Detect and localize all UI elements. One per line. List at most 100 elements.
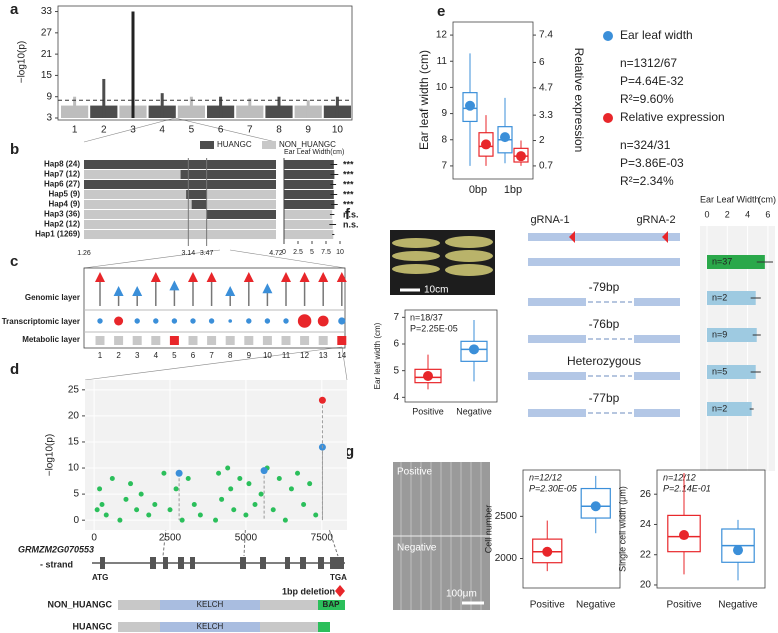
- connector: [84, 346, 343, 381]
- connector: [341, 346, 348, 381]
- bar-label: n=9: [712, 329, 727, 339]
- legend-label: Ear leaf width: [620, 28, 693, 42]
- image-label: Negative: [397, 543, 437, 554]
- allele-label: NON_HUANGC: [47, 599, 112, 609]
- plot-frame: [404, 309, 498, 403]
- allele-label: HUANGC: [73, 621, 113, 631]
- row-label: Genomic layer: [25, 293, 80, 302]
- significance: ***: [343, 169, 354, 179]
- bar: [707, 255, 765, 269]
- transcript-dot: [338, 317, 346, 325]
- position-label: 1.26: [77, 250, 91, 257]
- point: [161, 470, 167, 476]
- metabolite: [337, 336, 347, 345]
- allele-label: Heterozygous: [567, 354, 641, 368]
- point: [318, 396, 326, 404]
- position-label: 3.47: [200, 250, 214, 257]
- x-tick-label: 0: [282, 249, 286, 256]
- point: [138, 491, 144, 497]
- x-tick-label: 2: [725, 209, 730, 219]
- point: [216, 470, 222, 476]
- stat: R²=9.60%: [620, 92, 674, 106]
- point: [97, 486, 103, 492]
- point: [228, 486, 234, 492]
- deletion-label: 1bp deletion: [282, 586, 335, 596]
- link-line: [243, 439, 251, 557]
- point: [146, 512, 152, 518]
- y-axis-label: Ear leaf width (cm): [417, 50, 431, 150]
- legend-swatch: [262, 141, 276, 149]
- y-axis-label: Single cell width (μm): [617, 486, 627, 572]
- x-tick-label: 10: [332, 125, 344, 136]
- bar-label: n=2: [712, 403, 727, 413]
- transcript-dot: [317, 315, 329, 327]
- point: [270, 507, 276, 513]
- row-label: Transcriptomic layer: [2, 317, 80, 326]
- domain-label: BAP: [323, 600, 341, 609]
- x-tick-label: 1bp: [504, 184, 522, 196]
- column-label: 2: [116, 351, 121, 360]
- y-tick-label: 3: [46, 113, 52, 124]
- metabolite: [188, 336, 198, 345]
- column-label: 14: [337, 351, 346, 360]
- arrow-head: [132, 286, 143, 296]
- mean: [733, 545, 743, 556]
- point: [175, 469, 183, 477]
- arrow-head: [188, 272, 198, 282]
- bap-domain: [318, 600, 345, 610]
- x-tick-label: 9: [305, 125, 311, 136]
- metabolite: [244, 336, 254, 345]
- x-tick-label: 10: [336, 249, 344, 256]
- y-tick-label: 12: [436, 30, 448, 41]
- mean: [516, 151, 526, 162]
- point: [94, 507, 100, 513]
- point: [219, 496, 225, 502]
- bar: [707, 328, 757, 342]
- x-tick-label: 7: [247, 125, 253, 136]
- panel-letter: b: [10, 141, 19, 158]
- x-tick-label: Positive: [666, 600, 701, 611]
- bar: [284, 170, 335, 179]
- bar: [284, 220, 333, 229]
- y-tick-label: 20: [68, 411, 80, 422]
- x-tick-label: 6: [218, 125, 224, 136]
- kelch-domain: [160, 600, 260, 610]
- haplotype-label: Hap3 (36): [44, 210, 80, 219]
- y-tick-label: 2000: [495, 553, 518, 564]
- panel-letter: a: [10, 1, 19, 18]
- transcript-dot: [153, 318, 159, 324]
- y-tick-label: 5: [73, 489, 79, 500]
- metabolite: [207, 336, 217, 345]
- plot-frame: [57, 5, 353, 121]
- guide-marker: [662, 231, 668, 243]
- stop-codon: TGA: [330, 573, 347, 582]
- point: [128, 481, 134, 487]
- haplotype-segment: [84, 190, 187, 199]
- transcript-dot: [190, 318, 196, 324]
- point: [282, 517, 288, 523]
- y-tick-label: 9: [46, 91, 52, 102]
- transcript-dot: [264, 318, 271, 324]
- x-tick-label: Positive: [412, 406, 444, 416]
- transcript-dot: [297, 314, 312, 328]
- haplotype-segment: [206, 200, 276, 209]
- y-tick-label: 10: [68, 463, 80, 474]
- metabolite: [169, 336, 179, 345]
- haplotype-label: Hap2 (12): [44, 220, 80, 229]
- allele-bar: [528, 409, 586, 417]
- point: [260, 467, 268, 475]
- mean: [679, 530, 689, 541]
- deletion-marker: [335, 585, 345, 597]
- position-label: 4.72: [269, 250, 283, 257]
- column-label: 8: [228, 351, 233, 360]
- point: [173, 486, 179, 492]
- y-tick-label: 7: [441, 161, 447, 172]
- legend-label: Relative expression: [620, 110, 725, 124]
- allele-bar: [528, 258, 680, 266]
- arrow-head: [169, 280, 180, 291]
- mean: [500, 132, 510, 143]
- significance: ***: [343, 159, 354, 169]
- allele-label: -77bp: [589, 391, 620, 405]
- x-tick-label: 0bp: [469, 184, 487, 196]
- connector: [83, 117, 176, 143]
